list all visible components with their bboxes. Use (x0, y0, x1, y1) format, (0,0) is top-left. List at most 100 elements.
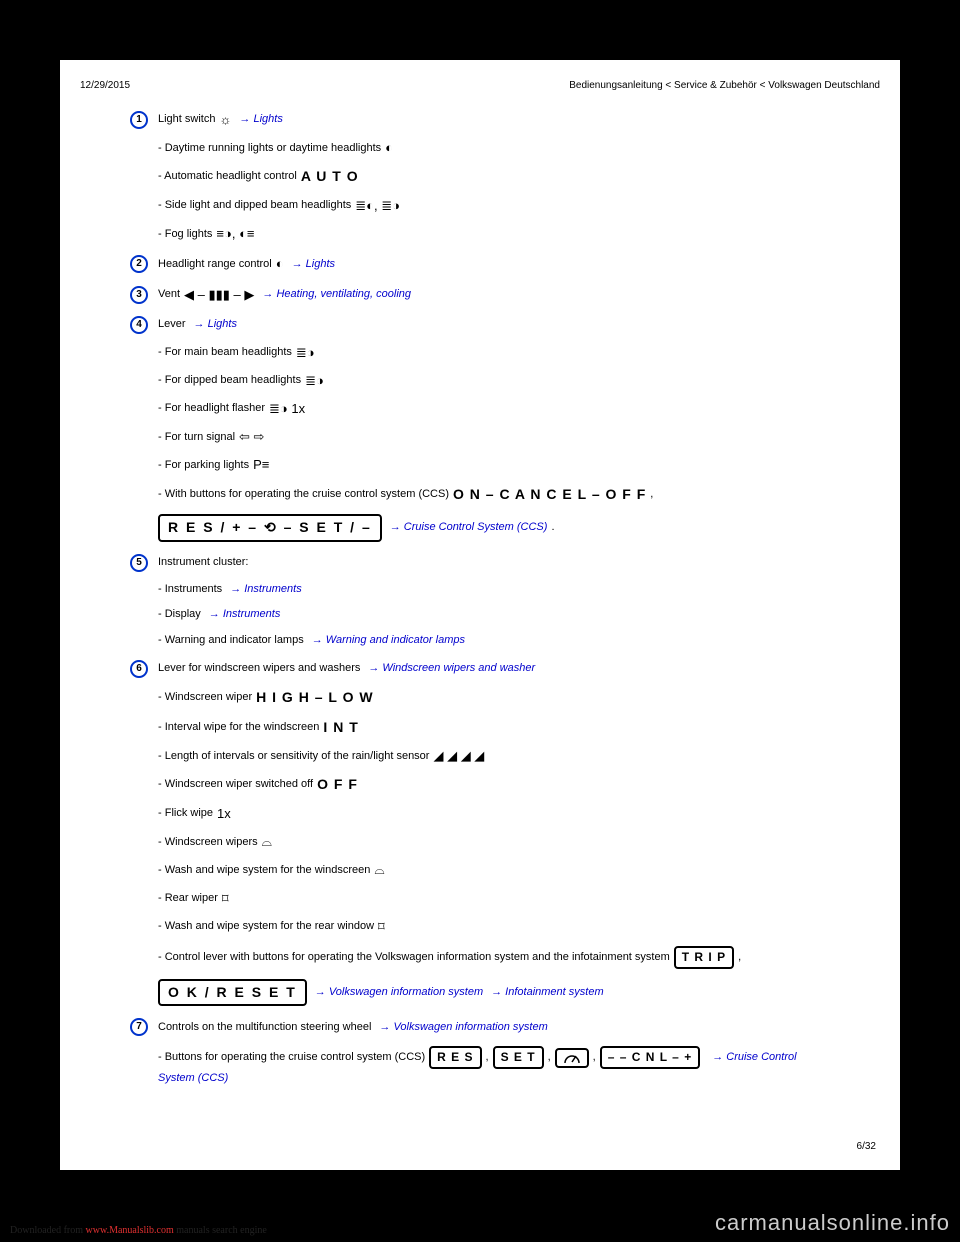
cross-reference-link[interactable]: → Windscreen wipers and washer (368, 661, 535, 676)
body-text: - Windscreen wiper (158, 690, 252, 705)
body-text: - Daytime running lights or daytime head… (158, 141, 381, 156)
item-number-badge: 5 (130, 554, 148, 572)
sub-item: - Display → Instruments (158, 607, 880, 622)
cross-reference-link[interactable]: System (CCS) (158, 1071, 228, 1086)
body-text: Vent (158, 287, 180, 302)
sub-item: - For dipped beam headlights ≣◑ (158, 372, 880, 390)
sub-item: - Rear wiper ⌑ (158, 890, 880, 908)
body-text: Lever (158, 317, 186, 332)
body-text: Lever for windscreen wipers and washers (158, 661, 360, 676)
download-footer: Downloaded from www.Manualslib.com manua… (10, 1225, 267, 1236)
body-text: . (551, 520, 554, 535)
item-number-badge: 7 (130, 1018, 148, 1036)
cross-reference-link[interactable]: → Warning and indicator lamps (312, 633, 465, 648)
body-text: - Windscreen wipers (158, 835, 258, 850)
body-text: - Warning and indicator lamps (158, 633, 304, 648)
cross-reference-link[interactable]: → Cruise Control System (CCS) (390, 520, 548, 535)
sub-item: - Flick wipe 1x (158, 805, 880, 823)
sub-item: - Fog lights ≡◑, ◐≡ (158, 225, 880, 243)
body-text: Headlight range control (158, 257, 272, 272)
sub-item: R E S / + – ⟲ – S E T / – → Cruise Contr… (158, 514, 880, 542)
sub-item: - For parking lights P≡ (158, 456, 880, 474)
sub-item: - With buttons for operating the cruise … (158, 485, 880, 505)
body-text: , (593, 1050, 596, 1065)
body-text: Instrument cluster: (158, 555, 248, 570)
body-text: - Fog lights (158, 227, 212, 242)
symbol-icon: ⌑ (378, 918, 385, 936)
symbol-icon: ⌓ (262, 833, 272, 851)
button-graphic: R E S / + – ⟲ – S E T / – (158, 514, 382, 542)
item-number-badge: 4 (130, 316, 148, 334)
sub-item: - Automatic headlight control A U T O (158, 167, 880, 187)
numbered-item: 2Headlight range control ◐ → Lights (130, 255, 880, 273)
button-graphic: T R I P (674, 946, 734, 969)
numbered-item: 1 Light switch ☼ → Lights (130, 111, 880, 129)
body-text: - For parking lights (158, 458, 249, 473)
symbol-icon: ☼ (219, 111, 231, 129)
header-title: Bedienungsanleitung < Service & Zubehör … (569, 80, 880, 91)
button-graphic (555, 1048, 589, 1068)
symbol-icon: ≣◑ (296, 344, 315, 362)
symbol-icon: ≣◑ 1x (269, 400, 305, 418)
symbol-icon: ⇦ ⇨ (239, 428, 264, 446)
button-graphic: R E S (429, 1046, 481, 1069)
numbered-item: 7 Controls on the multifunction steering … (130, 1018, 880, 1036)
body-text: - Display (158, 607, 201, 622)
text-glyph: O N – C A N C E L – O F F (453, 485, 646, 505)
sub-item: - Length of intervals or sensitivity of … (158, 747, 880, 765)
page-header: 12/29/2015 Bedienungsanleitung < Service… (80, 80, 880, 91)
link-continuation: System (CCS) (158, 1071, 880, 1086)
body-text: - Interval wipe for the windscreen (158, 720, 319, 735)
numbered-item: 4 Lever → Lights (130, 316, 880, 334)
sub-item: - Wash and wipe system for the rear wind… (158, 918, 880, 936)
body-text: - Length of intervals or sensitivity of … (158, 749, 429, 764)
item-number-badge: 3 (130, 286, 148, 304)
body-text: - Windscreen wiper switched off (158, 777, 313, 792)
sub-item: O K / R E S E T → Volkswagen information… (158, 979, 880, 1007)
content-area: 1 Light switch ☼ → Lights - Daytime runnin… (80, 111, 880, 1087)
body-text: - Wash and wipe system for the rear wind… (158, 919, 374, 934)
body-text: - With buttons for operating the cruise … (158, 487, 449, 502)
cross-reference-link[interactable]: → Heating, ventilating, cooling (262, 287, 411, 302)
body-text: Controls on the multifunction steering w… (158, 1020, 371, 1035)
sub-item: - Wash and wipe system for the windscree… (158, 861, 880, 879)
button-graphic: O K / R E S E T (158, 979, 307, 1007)
button-graphic: – – C N L – + (600, 1046, 700, 1069)
sub-item: - Windscreen wiper H I G H – L O W (158, 688, 880, 708)
cross-reference-link[interactable]: → Instruments (230, 582, 302, 597)
body-text: - Wash and wipe system for the windscree… (158, 863, 370, 878)
cross-reference-link[interactable]: → Cruise Control (712, 1050, 796, 1065)
footer-link[interactable]: www.Manualslib.com (86, 1225, 174, 1236)
body-text: , (486, 1050, 489, 1065)
numbered-item: 3Vent ◀ – ▮▮▮ – ▶ → Heating, ventilating… (130, 286, 880, 304)
sub-item: - For headlight flasher ≣◑ 1x (158, 400, 880, 418)
symbol-icon: ≡◑, ◐≡ (216, 225, 254, 243)
sub-item: - For main beam headlights ≣◑ (158, 344, 880, 362)
symbol-icon: ◐ (276, 255, 284, 273)
text-glyph: I N T (323, 718, 358, 738)
cross-reference-link[interactable]: → Volkswagen information system (315, 985, 483, 1000)
symbol-icon: ≣◑ (305, 372, 324, 390)
symbol-icon: ≣◐, ≣◑ (355, 197, 400, 215)
cross-reference-link[interactable]: → Infotainment system (491, 985, 604, 1000)
body-text: Light switch (158, 112, 215, 127)
text-glyph: O F F (317, 775, 358, 795)
symbol-icon: ⌑ (222, 890, 229, 908)
cross-reference-link[interactable]: → Instruments (209, 607, 281, 622)
cross-reference-link[interactable]: → Volkswagen information system (379, 1020, 547, 1035)
cross-reference-link[interactable]: → Lights (292, 257, 335, 272)
symbol-icon: 1x (217, 805, 231, 823)
cross-reference-link[interactable]: → Lights (194, 317, 237, 332)
numbered-item: 6Lever for windscreen wipers and washers… (130, 660, 880, 678)
symbol-icon: P≡ (253, 456, 269, 474)
text-glyph: A U T O (301, 167, 359, 187)
document-page: 12/29/2015 Bedienungsanleitung < Service… (60, 60, 900, 1170)
body-text: - Automatic headlight control (158, 169, 297, 184)
body-text: - Buttons for operating the cruise contr… (158, 1050, 425, 1065)
body-text: - For turn signal (158, 430, 235, 445)
item-number-badge: 1 (130, 111, 148, 129)
body-text: , (548, 1050, 551, 1065)
body-text: - Side light and dipped beam headlights (158, 198, 351, 213)
sub-item: - Instruments → Instruments (158, 582, 880, 597)
cross-reference-link[interactable]: → Lights (239, 112, 282, 127)
